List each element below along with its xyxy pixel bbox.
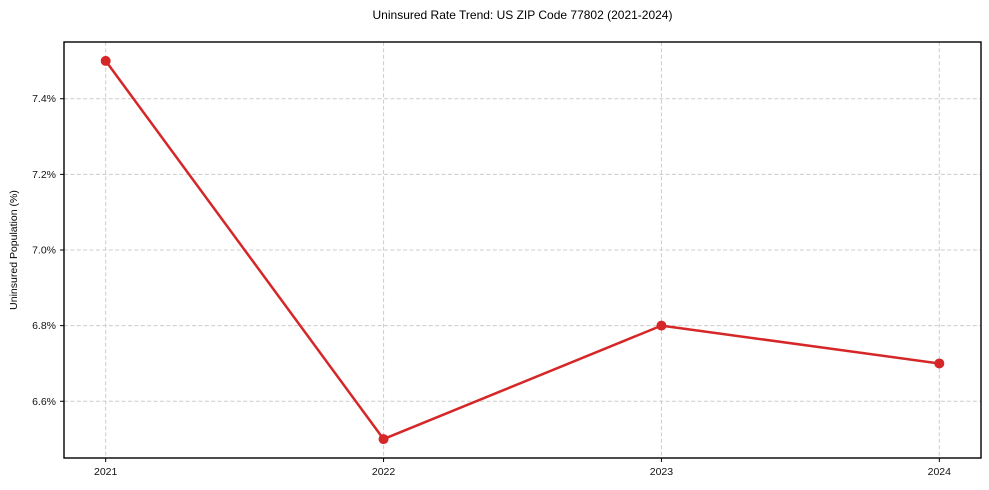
y-axis-label: Uninsured Population (%) xyxy=(8,190,20,310)
x-tick-label: 2022 xyxy=(372,466,396,478)
chart-title: Uninsured Rate Trend: US ZIP Code 77802 … xyxy=(372,8,673,22)
y-tick-label: 7.4% xyxy=(32,93,56,105)
x-tick-label: 2024 xyxy=(928,466,952,478)
x-tick-label: 2021 xyxy=(94,466,118,478)
data-series-line xyxy=(104,59,941,441)
plot-border xyxy=(63,41,982,459)
y-tick-label: 7.2% xyxy=(32,169,56,181)
data-point-marker xyxy=(378,434,389,445)
data-point-marker xyxy=(656,320,667,331)
data-point-marker xyxy=(934,358,945,369)
x-tick-label: 2023 xyxy=(650,466,674,478)
y-tick-label: 7.0% xyxy=(32,245,56,257)
y-tick-label: 6.6% xyxy=(32,396,56,408)
data-point-marker xyxy=(100,55,111,66)
y-tick-label: 6.8% xyxy=(32,320,56,332)
